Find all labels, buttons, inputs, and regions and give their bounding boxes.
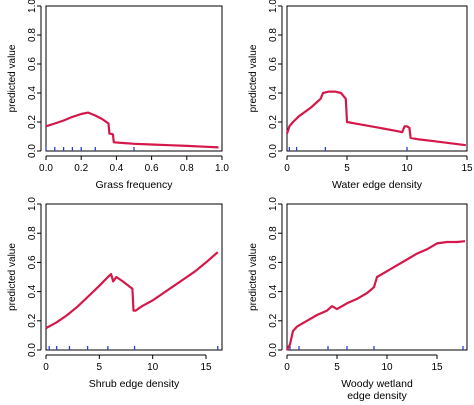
x-tick-label: 0.6 (145, 163, 159, 174)
chart-panel-2: 0.0 0.2 0.4 0.6 0.8 1.0 predicted value 0 5 10 15 W… (248, 0, 473, 191)
plot-frame (45, 203, 223, 351)
x-tick-label: 5 (334, 362, 340, 373)
x-axis-label: Shrub edge density (89, 378, 180, 390)
x-axis-label: edge density (347, 390, 407, 402)
y-tick-label: 0.2 (27, 115, 38, 129)
y-tick-label: 0.4 (27, 86, 38, 100)
y-axis-label: predicted value (7, 243, 18, 311)
x-axis-label: Woody wetland (341, 378, 413, 390)
y-axis-label: predicted value (248, 44, 259, 112)
plot-frame (286, 203, 468, 351)
plot-frame (45, 5, 223, 152)
y-tick-label: 0.0 (268, 343, 279, 357)
x-tick-label: 5 (97, 362, 103, 373)
x-tick-label: 10 (147, 362, 159, 373)
y-tick-label: 0.0 (268, 144, 279, 158)
x-tick-label: 10 (381, 362, 393, 373)
x-axis-label: Grass frequency (95, 179, 173, 191)
x-tick-label: 1.0 (215, 163, 229, 174)
x-tick-label: 0 (43, 362, 49, 373)
y-tick-label: 0.8 (268, 226, 279, 240)
x-tick-label: 0.2 (74, 163, 88, 174)
y-tick-label: 1.0 (268, 197, 279, 211)
y-tick-label: 0.2 (268, 313, 279, 327)
y-tick-label: 0.6 (268, 57, 279, 71)
x-tick-label: 0.0 (39, 163, 53, 174)
y-tick-label: 0.8 (27, 28, 38, 42)
x-tick-label: 0 (284, 362, 290, 373)
y-tick-label: 1.0 (268, 0, 279, 13)
x-tick-label: 0.4 (109, 163, 123, 174)
y-axis-label: predicted value (248, 243, 259, 311)
chart-panel-4: 0.0 0.2 0.4 0.6 0.8 1.0 predicted value 0 5 10 15 W… (248, 197, 468, 402)
plot-frame (286, 5, 468, 152)
series-line-1 (45, 251, 219, 330)
y-tick-label: 0.4 (268, 86, 279, 100)
x-tick-label: 15 (200, 362, 212, 373)
y-tick-label: 0.0 (27, 144, 38, 158)
x-tick-label: 15 (431, 362, 443, 373)
y-tick-label: 0.6 (27, 255, 38, 269)
y-axis-label: predicted value (7, 44, 18, 112)
chart-panel-3: 0.0 0.2 0.4 0.6 0.8 1.0 predicted value 0 5 10 15 S… (7, 197, 223, 390)
series-line-1 (285, 90, 466, 147)
y-tick-label: 0.6 (268, 255, 279, 269)
y-tick-label: 0.2 (268, 115, 279, 129)
x-tick-label: 15 (461, 163, 473, 174)
x-tick-label: 0 (284, 163, 290, 174)
x-tick-label: 5 (344, 163, 350, 174)
y-tick-label: 0.0 (27, 343, 38, 357)
y-tick-label: 0.8 (27, 226, 38, 240)
x-axis-label: Water edge density (332, 179, 423, 191)
series-line-1 (286, 240, 466, 351)
y-tick-label: 1.0 (27, 197, 38, 211)
x-tick-label: 10 (401, 163, 413, 174)
series-line-1 (45, 111, 219, 149)
y-tick-label: 0.8 (268, 28, 279, 42)
y-tick-label: 0.2 (27, 313, 38, 327)
y-tick-label: 1.0 (27, 0, 38, 13)
x-tick-label: 0.8 (180, 163, 194, 174)
y-tick-label: 0.6 (27, 57, 38, 71)
chart-panel-1: 0.0 0.2 0.4 0.6 0.8 1.0 predicted value 0.0 0.2 0… (7, 0, 229, 191)
y-tick-label: 0.4 (27, 284, 38, 298)
y-tick-label: 0.4 (268, 284, 279, 298)
